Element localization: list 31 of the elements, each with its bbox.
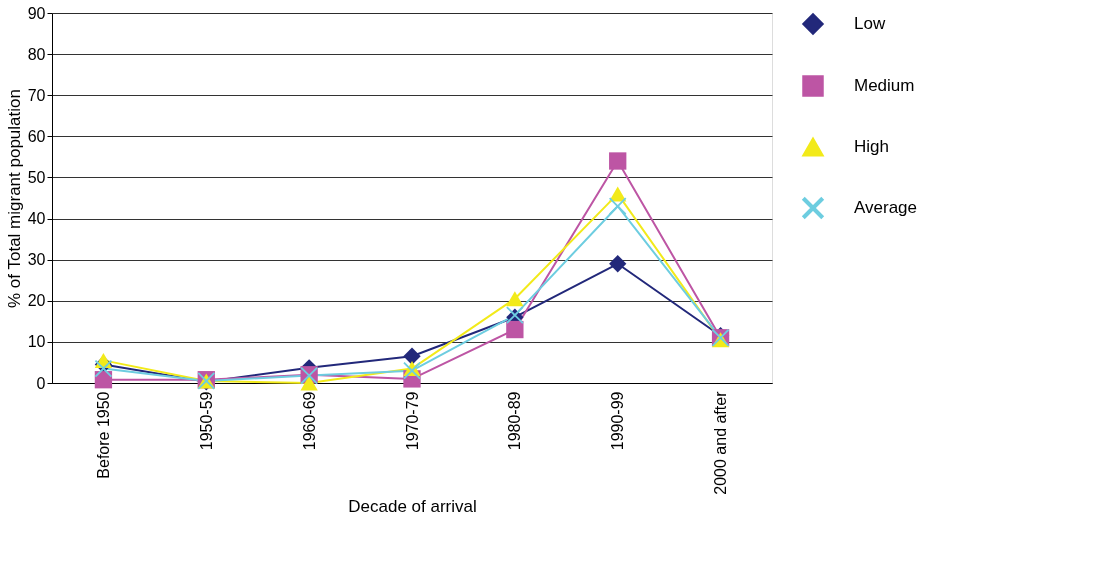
- point: [403, 347, 421, 365]
- y-tick-label: 10: [27, 333, 46, 351]
- x-tick-label: Before 1950: [94, 391, 112, 479]
- x-tick-label: 2000 and after: [712, 390, 730, 495]
- y-tick-label: 70: [27, 86, 46, 104]
- y-tick-label: 0: [36, 374, 46, 392]
- y-tick-label: 20: [27, 292, 46, 310]
- point: [94, 359, 113, 378]
- point: [609, 255, 627, 273]
- point: [506, 320, 524, 339]
- x-tick-label: 1990-99: [609, 391, 627, 451]
- x-tick-label: 1970-79: [403, 391, 421, 451]
- y-tick-label: 80: [27, 45, 46, 63]
- x-tick-label: 1960-69: [300, 391, 318, 451]
- y-tick-label: 40: [27, 210, 46, 228]
- point: [506, 291, 524, 307]
- y-tick-label: 50: [27, 168, 46, 186]
- legend-label: Medium: [854, 76, 915, 95]
- legend-label: Low: [854, 14, 886, 33]
- x-tick-label: 1980-89: [506, 391, 524, 451]
- y-tick-label: 90: [27, 4, 46, 22]
- point: [609, 152, 627, 170]
- y-tick-label: 60: [27, 127, 46, 145]
- x-tick-label: 1950-59: [197, 391, 215, 451]
- point: [300, 375, 318, 391]
- legend-label: High: [854, 137, 889, 156]
- y-tick-label: 30: [27, 251, 46, 269]
- y-axis-title: % of Total migrant population: [4, 89, 24, 308]
- legend-label: Average: [854, 198, 918, 217]
- x-axis-title: Decade of arrival: [348, 496, 477, 516]
- point: [609, 197, 627, 215]
